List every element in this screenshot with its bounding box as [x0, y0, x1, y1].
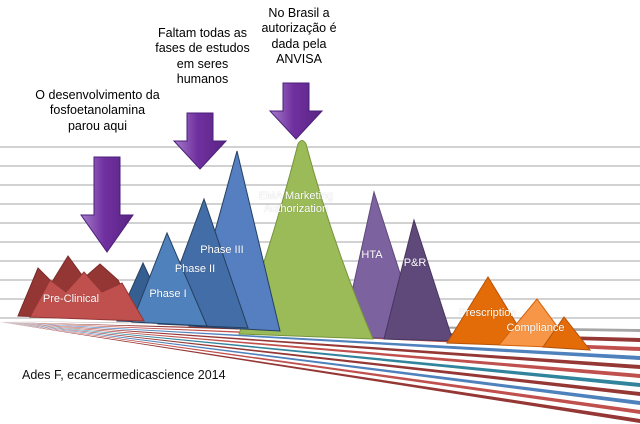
mountain-pr: [383, 218, 454, 342]
label-phase1: Phase I: [149, 288, 187, 300]
label-preclinical: Pre-Clinical: [42, 293, 100, 305]
label-phase3: Phase III: [200, 244, 244, 256]
arrow-down-anvisa: [268, 82, 324, 140]
label-phase2: Phase II: [174, 263, 216, 275]
label-prescription: Prescription: [458, 307, 517, 319]
mountain-phase1: [131, 231, 208, 327]
mountain-preclinical-front: [29, 271, 145, 322]
mountain-prescription: [446, 276, 531, 347]
callout-phases: Faltam todas as fases de estudos em sere…: [155, 26, 250, 86]
source-caption: Ades F, ecancermedicascience 2014: [22, 368, 226, 382]
label-compliance: Compliance: [506, 322, 565, 334]
callout-anvisa: No Brasil a autorização é dada pela ANVI…: [261, 6, 337, 66]
arrow-down-preclinical: [80, 156, 134, 253]
label-hta: HTA: [361, 249, 383, 261]
callout-preclinical: O desenvolvimento da fosfoetanolamina pa…: [35, 88, 160, 133]
mountain-ema: [238, 140, 374, 340]
label-ema: EMA Marketing Authorization: [258, 190, 334, 215]
mountain-orange-small: [542, 316, 592, 351]
arrow-down-phases: [172, 112, 228, 170]
label-pr: P&R: [403, 257, 427, 269]
